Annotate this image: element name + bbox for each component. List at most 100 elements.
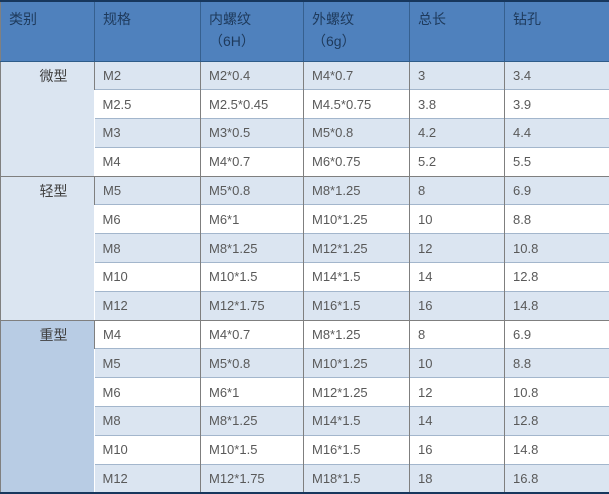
table-row: M3 M3*0.5 M5*0.8 4.2 4.4	[1, 118, 609, 148]
cell-spec: M2	[94, 60, 201, 90]
cell-internal-thread: M2.5*0.45	[200, 89, 304, 119]
cell-drill-hole: 16.8	[504, 463, 609, 493]
cell-drill-hole: 5.5	[504, 146, 609, 177]
table-body: 微型 M2 M2*0.4 M4*0.7 3 3.4 M2.5 M2.5*0.45…	[0, 60, 609, 493]
cell-drill-hole: 6.9	[504, 175, 609, 205]
cell-drill-hole: 12.8	[504, 406, 609, 436]
cell-internal-thread: M3*0.5	[200, 118, 304, 148]
table-row: M8 M8*1.25 M12*1.25 12 10.8	[1, 233, 609, 263]
cell-spec: M3	[94, 118, 201, 148]
table-row: M5 M5*0.8 M10*1.25 10 8.8	[1, 348, 609, 378]
cell-external-thread: M8*1.25	[303, 175, 410, 205]
table-row: M2.5 M2.5*0.45 M4.5*0.75 3.8 3.9	[1, 89, 609, 119]
cell-total-length: 4.2	[409, 118, 505, 148]
cell-external-thread: M4.5*0.75	[303, 89, 410, 119]
cell-total-length: 3	[409, 60, 505, 90]
cell-total-length: 18	[409, 463, 505, 493]
header-label: 规格	[103, 11, 131, 27]
table-row: M12 M12*1.75 M18*1.5 18 16.8	[1, 463, 609, 493]
cell-spec: M8	[94, 406, 201, 436]
cell-internal-thread: M12*1.75	[200, 463, 304, 493]
cell-external-thread: M18*1.5	[303, 463, 410, 493]
cell-drill-hole: 8.8	[504, 204, 609, 234]
cell-external-thread: M6*0.75	[303, 146, 410, 177]
cell-internal-thread: M8*1.25	[200, 233, 304, 263]
cell-internal-thread: M10*1.5	[200, 262, 304, 292]
category-label: 重型	[39, 326, 68, 343]
cell-spec: M4	[94, 146, 201, 177]
cell-internal-thread: M10*1.5	[200, 434, 304, 465]
cell-internal-thread: M6*1	[200, 204, 304, 234]
cell-internal-thread: M2*0.4	[200, 60, 304, 90]
category-cell-light: 轻型	[0, 175, 95, 321]
cell-external-thread: M16*1.5	[303, 434, 410, 465]
cell-spec: M2.5	[94, 89, 201, 119]
cell-drill-hole: 3.9	[504, 89, 609, 119]
cell-external-thread: M14*1.5	[303, 262, 410, 292]
cell-total-length: 14	[409, 262, 505, 292]
cell-drill-hole: 10.8	[504, 377, 609, 407]
header-label: 外螺纹	[312, 11, 354, 27]
cell-external-thread: M5*0.8	[303, 118, 410, 148]
cell-external-thread: M10*1.25	[303, 204, 410, 234]
header-cell-internal-thread: 内螺纹 （6H）	[200, 1, 304, 62]
header-cell-total-length: 总长	[409, 1, 505, 62]
table-row: M12 M12*1.75 M16*1.5 16 14.8	[1, 290, 609, 321]
cell-spec: M5	[94, 348, 201, 378]
cell-spec: M10	[94, 434, 201, 465]
cell-external-thread: M8*1.25	[303, 319, 410, 349]
cell-drill-hole: 10.8	[504, 233, 609, 263]
cell-spec: M8	[94, 233, 201, 263]
cell-external-thread: M12*1.25	[303, 377, 410, 407]
header-sublabel: （6H）	[209, 33, 255, 49]
cell-total-length: 5.2	[409, 146, 505, 177]
cell-external-thread: M14*1.5	[303, 406, 410, 436]
header-label: 钻孔	[513, 11, 541, 27]
cell-total-length: 3.8	[409, 89, 505, 119]
cell-external-thread: M12*1.25	[303, 233, 410, 263]
cell-internal-thread: M12*1.75	[200, 290, 304, 321]
table-row: M8 M8*1.25 M14*1.5 14 12.8	[1, 406, 609, 436]
cell-spec: M12	[94, 290, 201, 321]
cell-internal-thread: M8*1.25	[200, 406, 304, 436]
cell-total-length: 16	[409, 434, 505, 465]
cell-internal-thread: M4*0.7	[200, 146, 304, 177]
cell-spec: M12	[94, 463, 201, 493]
cell-drill-hole: 14.8	[504, 290, 609, 321]
header-cell-drill-hole: 钻孔	[504, 1, 609, 62]
cell-total-length: 14	[409, 406, 505, 436]
header-label: 内螺纹	[209, 11, 251, 27]
cell-total-length: 12	[409, 233, 505, 263]
cell-internal-thread: M5*0.8	[200, 175, 304, 205]
cell-drill-hole: 8.8	[504, 348, 609, 378]
cell-external-thread: M4*0.7	[303, 60, 410, 90]
cell-total-length: 12	[409, 377, 505, 407]
cell-internal-thread: M4*0.7	[200, 319, 304, 349]
table-row: M10 M10*1.5 M16*1.5 16 14.8	[1, 434, 609, 465]
cell-total-length: 8	[409, 319, 505, 349]
table-header: 类别 规格 内螺纹 （6H） 外螺纹 （6g） 总长 钻孔	[0, 1, 609, 62]
table-row: 重型 M4 M4*0.7 M8*1.25 8 6.9	[0, 319, 609, 493]
cell-total-length: 8	[409, 175, 505, 205]
cell-internal-thread: M5*0.8	[200, 348, 304, 378]
cell-spec: M4	[94, 319, 201, 349]
cell-spec: M6	[94, 204, 201, 234]
cell-drill-hole: 14.8	[504, 434, 609, 465]
cell-external-thread: M16*1.5	[303, 290, 410, 321]
cell-drill-hole: 3.4	[504, 60, 609, 90]
cell-total-length: 10	[409, 204, 505, 234]
table-row: 微型 M2 M2*0.4 M4*0.7 3 3.4	[0, 60, 609, 177]
cell-drill-hole: 6.9	[504, 319, 609, 349]
header-cell-spec: 规格	[94, 1, 201, 62]
cell-external-thread: M10*1.25	[303, 348, 410, 378]
category-cell-heavy: 重型	[0, 319, 95, 493]
cell-drill-hole: 4.4	[504, 118, 609, 148]
header-cell-external-thread: 外螺纹 （6g）	[303, 1, 410, 62]
header-sublabel: （6g）	[312, 33, 356, 49]
cell-internal-thread: M6*1	[200, 377, 304, 407]
cell-total-length: 16	[409, 290, 505, 321]
cell-spec: M5	[94, 175, 201, 205]
table-row: M4 M4*0.7 M6*0.75 5.2 5.5	[1, 146, 609, 177]
